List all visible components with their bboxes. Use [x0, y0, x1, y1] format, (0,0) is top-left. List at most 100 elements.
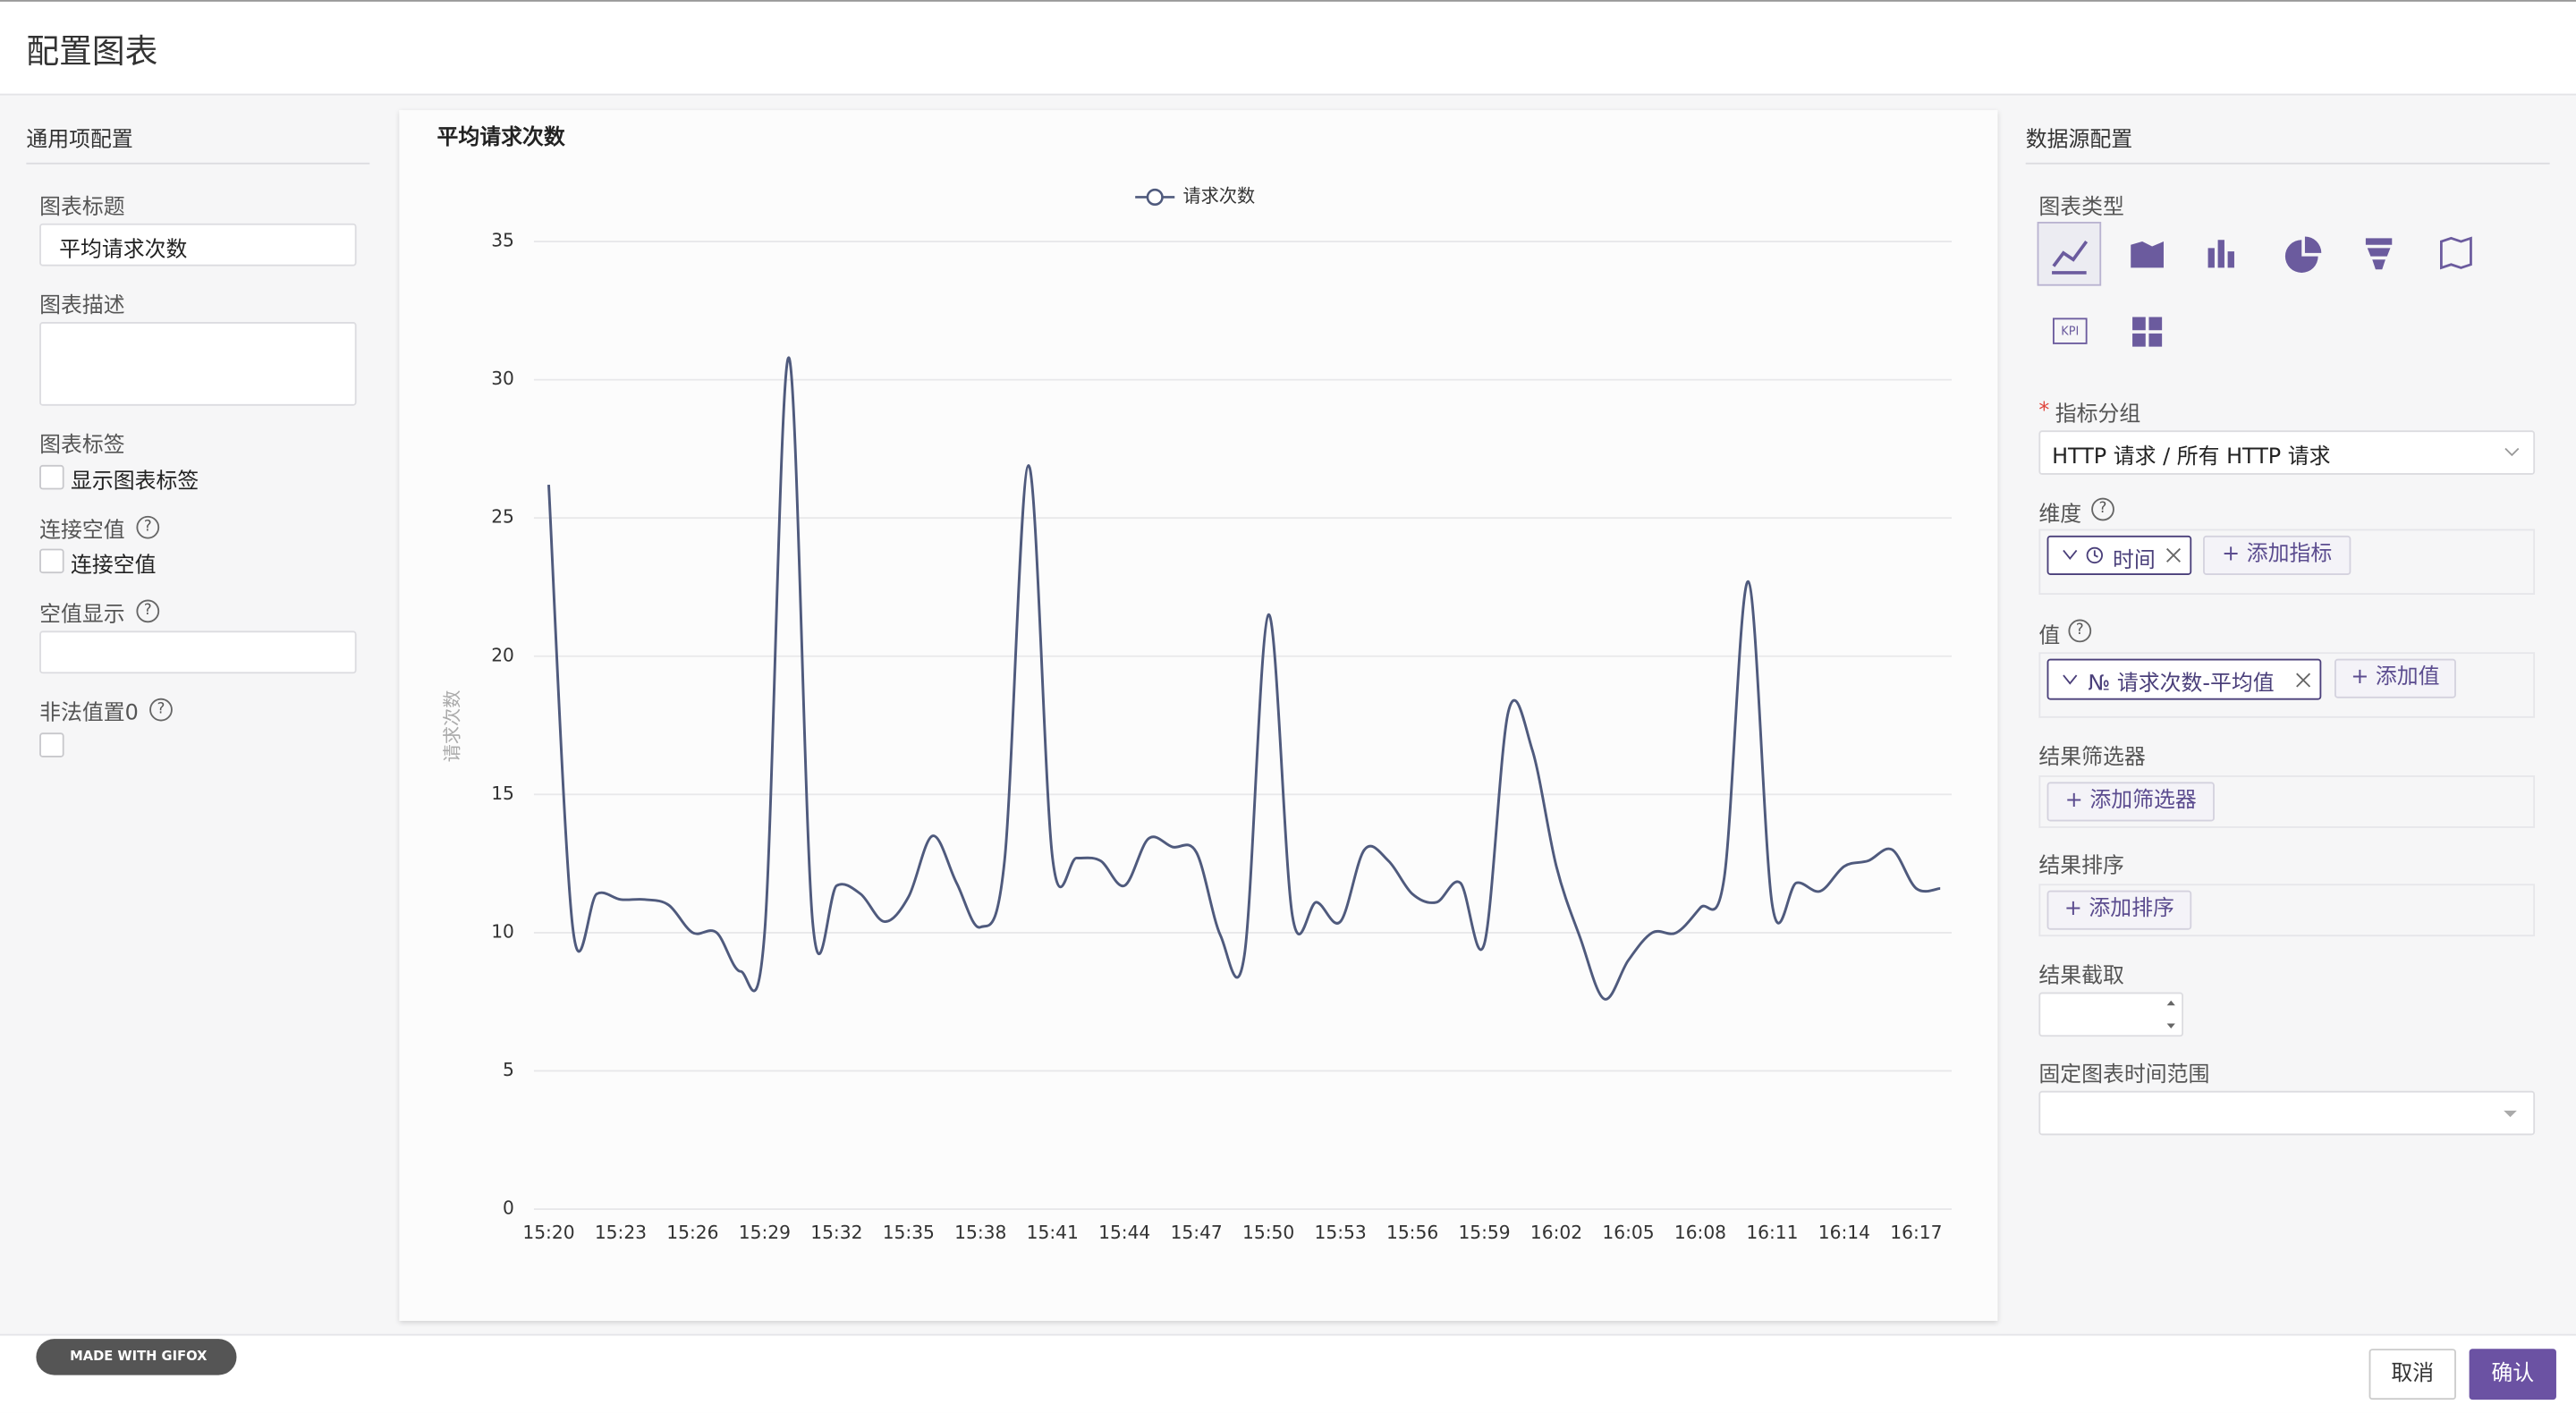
y-tick-label: 35: [491, 230, 514, 251]
field-label: 图表类型: [2038, 195, 2124, 221]
x-tick-label: 15:53: [1315, 1222, 1367, 1243]
kpi-icon-label: KPI: [2061, 326, 2079, 339]
y-tick-label: 30: [491, 368, 514, 389]
legend-marker: [1146, 188, 1164, 206]
divider: [2025, 162, 2550, 165]
tag-label: № 请求次数-平均值: [2088, 672, 2275, 697]
dimension-tag[interactable]: [2046, 535, 2192, 575]
x-tick-label: 15:44: [1098, 1222, 1150, 1243]
x-tick-label: 16:08: [1674, 1222, 1726, 1243]
null-display-input[interactable]: [39, 630, 357, 674]
time-range-select[interactable]: [2038, 1090, 2536, 1136]
field-label: 固定图表时间范围: [2038, 1062, 2210, 1088]
field-label: 非法值置0: [39, 701, 139, 726]
chevron: [2504, 447, 2520, 457]
chart-title: 平均请求次数: [437, 124, 565, 149]
footer: [0, 1333, 2576, 1413]
chart: 平均请求次数 请求次数 0 5 10 15 20 25 30 35 15:20 15:23 15:2…: [437, 124, 1953, 1243]
title-input[interactable]: [39, 223, 357, 267]
chart-type-pie[interactable]: [2284, 236, 2322, 273]
checkbox-label: 显示图表标签: [70, 470, 199, 495]
x-tick-label: 15:38: [954, 1222, 1006, 1243]
y-axis-label: 请求次数: [441, 690, 462, 763]
checkbox[interactable]: [39, 548, 64, 574]
y-tick-label: 5: [503, 1059, 514, 1080]
tag-close[interactable]: [2165, 547, 2182, 563]
header: [0, 0, 2576, 96]
chart-type-bar[interactable]: [2207, 240, 2234, 268]
tag-close[interactable]: [2295, 672, 2311, 688]
checkbox[interactable]: [39, 732, 64, 757]
x-tick-label: 15:35: [883, 1222, 935, 1243]
y-tick-label: 25: [491, 506, 514, 528]
metric-group-select[interactable]: [2038, 430, 2536, 475]
help-icon[interactable]: ?: [136, 515, 160, 539]
x-tick-label: 16:17: [1890, 1222, 1942, 1243]
field-label: 指标分组: [2055, 402, 2141, 427]
add-dimension-button[interactable]: + 添加指标: [2203, 535, 2351, 575]
tag-icons: [2063, 546, 2104, 564]
checkbox-label: 连接空值: [70, 554, 157, 579]
panel-title: 通用项配置: [26, 128, 133, 153]
add-value-button[interactable]: + 添加值: [2334, 658, 2456, 698]
x-tick-label: 15:59: [1458, 1222, 1510, 1243]
field-label: 图表描述: [39, 293, 125, 319]
x-tick-label: 15:56: [1386, 1222, 1438, 1243]
x-tick-label: 16:14: [1818, 1222, 1870, 1243]
help-icon[interactable]: ?: [2068, 619, 2092, 643]
field-label: 结果截取: [2038, 964, 2124, 989]
chevron: [2504, 1110, 2517, 1118]
x-tick-label: 15:50: [1242, 1222, 1294, 1243]
tag-icons: [2063, 674, 2078, 685]
description-textarea[interactable]: [39, 322, 357, 406]
chart-type-map[interactable]: [2440, 236, 2472, 270]
legend-label: 请求次数: [1182, 185, 1255, 207]
y-tick-label: 0: [503, 1197, 514, 1219]
spinner[interactable]: [2162, 995, 2180, 1033]
input-value: 平均请求次数: [59, 238, 188, 263]
x-tick-label: 15:47: [1171, 1222, 1223, 1243]
y-tick-label: 10: [491, 920, 514, 942]
field-label: 连接空值: [39, 519, 125, 545]
help-icon[interactable]: ?: [2091, 497, 2114, 521]
add-filter-button[interactable]: + 添加筛选器: [2046, 782, 2215, 822]
chart-card: [399, 110, 1998, 1321]
limit-input[interactable]: [2038, 992, 2184, 1037]
x-tick-label: 15:20: [522, 1222, 574, 1243]
value-tag[interactable]: [2046, 658, 2322, 700]
line-series: [547, 356, 1941, 1001]
x-tick-label: 15:29: [739, 1222, 791, 1243]
field-label: 维度: [2038, 503, 2082, 528]
y-tick-label: 20: [491, 644, 514, 665]
x-tick-label: 16:11: [1746, 1222, 1798, 1243]
chart-type-kpi[interactable]: [2052, 317, 2088, 344]
chart-type-line-selected[interactable]: [2037, 221, 2102, 286]
tag-label: 时间: [2113, 548, 2156, 574]
y-tick-label: 15: [491, 783, 514, 804]
x-tick-label: 15:32: [810, 1222, 862, 1243]
help-icon[interactable]: ?: [149, 698, 173, 722]
confirm-button[interactable]: 确认: [2469, 1349, 2556, 1400]
x-tick-label: 16:02: [1530, 1222, 1582, 1243]
chart-type-area[interactable]: [2131, 241, 2164, 268]
required-mark: *: [2038, 399, 2050, 424]
help-icon[interactable]: ?: [136, 599, 160, 623]
cancel-button[interactable]: 取消: [2368, 1349, 2456, 1400]
x-tick-label: 16:05: [1602, 1222, 1654, 1243]
chart-type-funnel[interactable]: [2365, 238, 2393, 270]
field-label: 图表标题: [39, 195, 125, 221]
chart-type-table[interactable]: [2132, 317, 2163, 347]
add-sort-button[interactable]: + 添加排序: [2046, 890, 2192, 930]
checkbox[interactable]: [39, 464, 64, 490]
field-label: 结果筛选器: [2038, 746, 2146, 771]
x-tick-label: 15:26: [666, 1222, 718, 1243]
chart-type-icons: KPI: [2037, 221, 2472, 347]
icon: [2052, 240, 2089, 267]
field-label: 空值显示: [39, 603, 125, 628]
field-label: 结果排序: [2038, 854, 2124, 879]
x-tick-label: 15:23: [595, 1222, 647, 1243]
gifox-badge: MADE WITH GIFOX: [36, 1339, 237, 1375]
divider: [26, 162, 370, 165]
